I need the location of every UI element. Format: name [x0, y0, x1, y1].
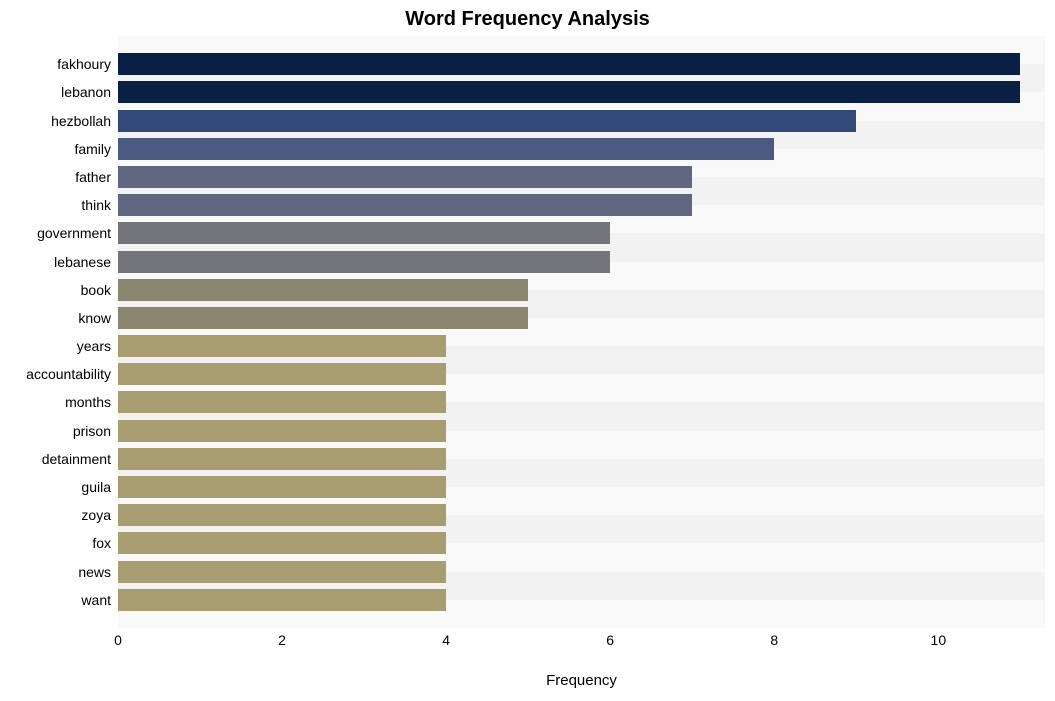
y-tick-label: months: [65, 395, 111, 409]
y-tick-label: father: [75, 170, 111, 184]
y-tick-label: family: [74, 142, 111, 156]
bar: [118, 363, 446, 385]
bar: [118, 504, 446, 526]
x-tick-label: 6: [606, 632, 614, 648]
y-tick-label: accountability: [26, 367, 111, 381]
y-tick-label: news: [78, 565, 111, 579]
bar: [118, 420, 446, 442]
y-tick-label: know: [78, 311, 111, 325]
bar: [118, 589, 446, 611]
y-tick-label: zoya: [81, 508, 111, 522]
y-tick-label: guila: [81, 480, 111, 494]
y-tick-label: hezbollah: [51, 114, 111, 128]
bar: [118, 335, 446, 357]
bar: [118, 81, 1020, 103]
bar: [118, 448, 446, 470]
bar: [118, 53, 1020, 75]
y-tick-label: years: [77, 339, 111, 353]
bar: [118, 138, 774, 160]
chart-title: Word Frequency Analysis: [0, 8, 1055, 31]
x-tick-label: 10: [931, 632, 947, 648]
bar: [118, 222, 610, 244]
x-axis-label: Frequency: [118, 672, 1045, 689]
plot-area: [118, 36, 1045, 628]
bar: [118, 251, 610, 273]
y-tick-label: lebanon: [61, 85, 111, 99]
bar: [118, 307, 528, 329]
bar: [118, 561, 446, 583]
y-tick-label: book: [81, 283, 111, 297]
bar: [118, 279, 528, 301]
bar: [118, 194, 692, 216]
y-tick-label: prison: [73, 424, 111, 438]
y-tick-label: detainment: [42, 452, 111, 466]
chart-container: Word Frequency Analysis fakhoury lebanon h…: [0, 0, 1055, 701]
y-tick-label: want: [81, 593, 111, 607]
x-tick-label: 0: [114, 632, 122, 648]
x-tick-label: 8: [770, 632, 778, 648]
y-tick-label: fox: [92, 536, 111, 550]
x-tick-label: 2: [278, 632, 286, 648]
bar: [118, 391, 446, 413]
x-tick-label: 4: [442, 632, 450, 648]
y-tick-label: fakhoury: [57, 57, 111, 71]
y-tick-label: government: [37, 226, 111, 240]
bar: [118, 476, 446, 498]
bar: [118, 166, 692, 188]
y-tick-label: lebanese: [54, 255, 111, 269]
bar: [118, 532, 446, 554]
y-tick-label: think: [81, 198, 111, 212]
bar: [118, 110, 856, 132]
